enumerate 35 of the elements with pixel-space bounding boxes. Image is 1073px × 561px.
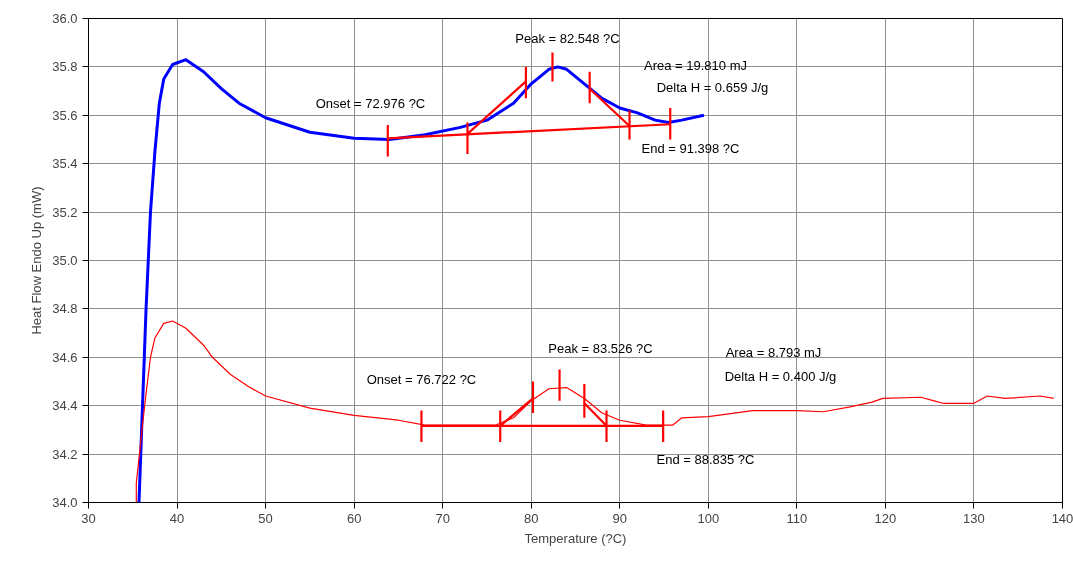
x-tick-label: 70 [435,510,450,526]
annotation: End = 88.835 ?C [656,452,755,467]
x-tick-label: 80 [524,510,539,526]
y-axis-title: Heat Flow Endo Up (mW) [29,186,45,335]
annotation: Area = 8.793 mJ [725,345,822,360]
x-tick-label: 110 [786,510,808,526]
annotation: Onset = 72.976 ?C [315,96,426,111]
y-tick-label: 34.4 [52,398,78,414]
y-tick-label: 35.8 [52,59,78,75]
annotation: Peak = 82.548 ?C [515,31,620,46]
y-tick-label: 34.8 [52,301,78,317]
annotation: Delta H = 0.659 J/g [656,80,769,95]
x-axis-title: Temperature (?C) [524,530,627,546]
y-tick-label: 36.0 [52,11,78,26]
x-tick-label: 120 [874,510,897,526]
annotation: Onset = 76.722 ?C [366,372,477,387]
x-tick-label: 90 [612,510,628,526]
y-tick-label: 35.0 [52,253,78,268]
y-tick-label: 34.2 [52,446,78,462]
x-tick-label: 130 [963,510,985,526]
x-tick-label: 40 [169,510,185,526]
annotation: End = 91.398 ?C [641,141,740,156]
x-tick-label: 30 [81,510,96,526]
x-tick-label: 100 [697,510,720,526]
y-tick-label: 34.6 [52,349,78,365]
y-tick-label: 34.0 [52,495,78,510]
annotation: Delta H = 0.400 J/g [724,369,837,384]
y-tick-label: 35.4 [52,156,78,172]
annotation: Peak = 83.526 ?C [548,341,653,356]
x-tick-label: 60 [346,510,362,526]
annotation: Area = 19.810 mJ [644,58,747,73]
y-tick-label: 35.6 [52,107,78,123]
y-tick-label: 35.2 [52,204,78,220]
x-tick-label: 50 [258,510,273,526]
x-tick-label: 140 [1051,510,1073,526]
